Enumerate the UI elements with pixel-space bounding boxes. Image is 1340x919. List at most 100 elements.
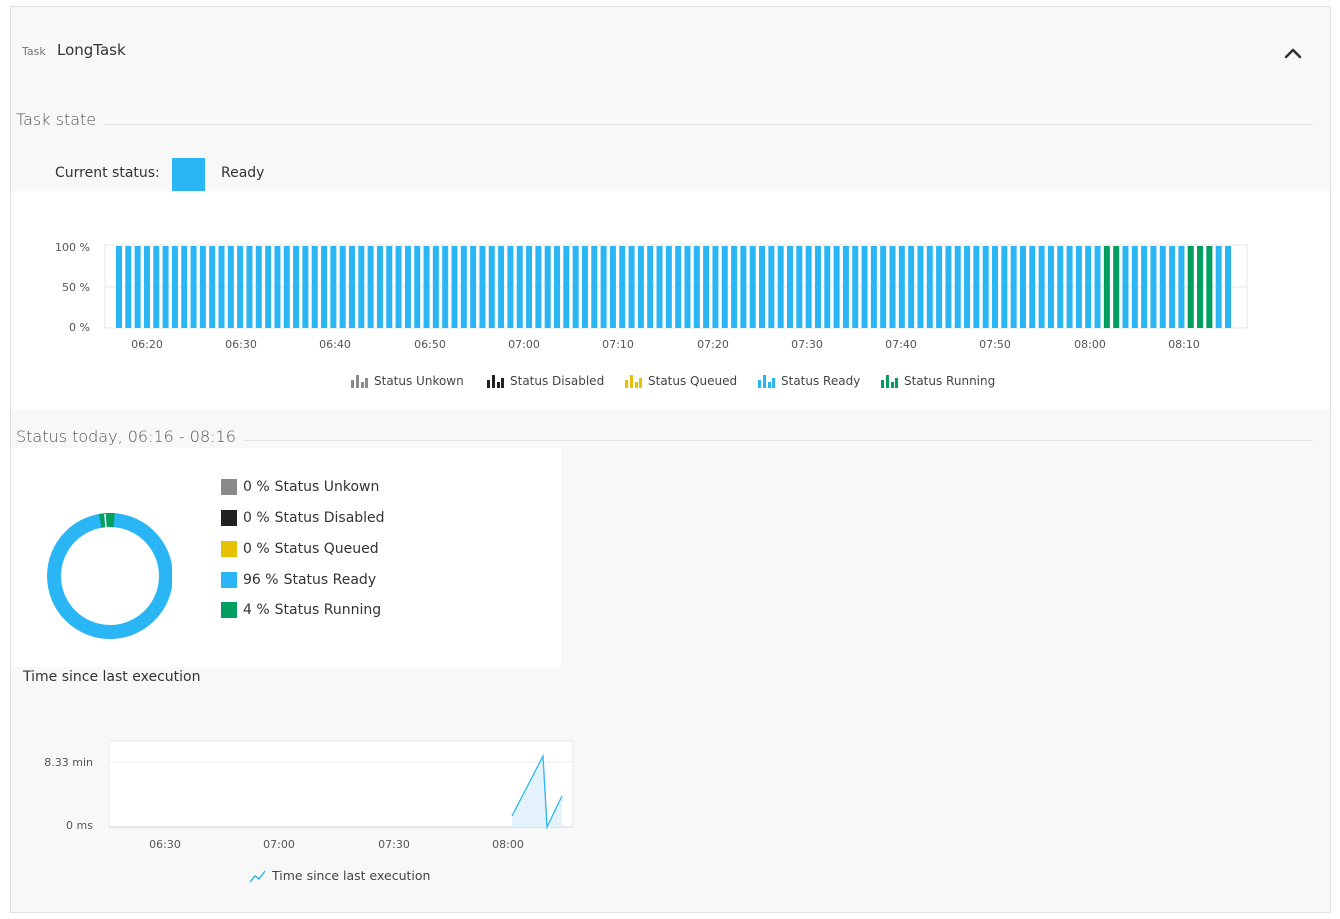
status-bar-ready <box>684 246 691 328</box>
section-title-status-today: Status today, 06:16 - 08:16 <box>16 427 244 446</box>
x-tick-label: 07:20 <box>697 338 729 351</box>
status-bar-ready <box>1215 246 1222 328</box>
status-bar-ready <box>563 246 570 328</box>
x-tick-label: 08:00 <box>492 838 524 851</box>
status-bar-ready <box>842 246 849 328</box>
status-bar-ready <box>1075 246 1082 328</box>
status-bar-ready <box>162 246 169 328</box>
current-status-swatch <box>172 158 205 191</box>
x-tick-label: 07:40 <box>885 338 917 351</box>
status-bar-ready <box>218 246 225 328</box>
status-bar-ready <box>1010 246 1017 328</box>
status-bar-ready <box>964 246 971 328</box>
status-bar-ready <box>982 246 989 328</box>
line-chart-icon <box>249 870 266 883</box>
status-bar-ready <box>581 246 588 328</box>
legend-status-running[interactable]: Status Running <box>880 374 995 388</box>
legend-label: Time since last execution <box>271 868 430 883</box>
legend-swatch <box>221 602 237 618</box>
status-bar-running <box>1113 246 1120 328</box>
status-bar-ready <box>1141 246 1148 328</box>
legend-swatch <box>221 510 237 526</box>
status-bar-ready <box>647 246 654 328</box>
status-bar-ready <box>1047 246 1054 328</box>
status-bar-ready <box>656 246 663 328</box>
status-bar-ready <box>889 246 896 328</box>
status-bar-ready <box>572 246 579 328</box>
legend-status-queued[interactable]: Status Queued <box>624 374 737 388</box>
status-bar-ready <box>1169 246 1176 328</box>
y-tick-label: 0 % <box>69 321 90 334</box>
time-since-area <box>512 756 547 827</box>
status-bar-ready <box>768 246 775 328</box>
status-bar-ready <box>488 246 495 328</box>
status-bar-ready <box>712 246 719 328</box>
status-bar-ready <box>870 246 877 328</box>
status-bar-ready <box>992 246 999 328</box>
legend-status-ready[interactable]: Status Ready <box>757 374 860 388</box>
donut-legend-disabled[interactable]: 0 % Status Disabled <box>221 510 385 526</box>
x-axis: 06:20 06:30 06:40 06:50 07:00 07:10 07:2… <box>131 338 1200 351</box>
status-bar-ready <box>936 246 943 328</box>
status-bar-ready <box>1019 246 1026 328</box>
status-bar-ready <box>507 246 514 328</box>
legend-percent: 0 % <box>243 541 270 557</box>
status-bar-ready <box>1159 246 1166 328</box>
legend-swatch <box>221 479 237 495</box>
status-bar-ready <box>479 246 486 328</box>
legend-label: Status Disabled <box>510 374 605 388</box>
x-tick-label: 06:50 <box>414 338 446 351</box>
status-chart-card: 100 % 50 % 0 % 06:20 06:30 06:40 06:50 0… <box>12 191 1330 410</box>
status-bar-ready <box>805 246 812 328</box>
bar-chart-icon <box>487 375 504 388</box>
collapse-button[interactable] <box>1281 41 1305 65</box>
legend-status-disabled[interactable]: Status Disabled <box>486 374 604 388</box>
status-bar-ready <box>116 246 122 328</box>
status-bar-ready <box>404 246 411 328</box>
bar-chart-icon <box>881 375 898 388</box>
time-since-title: Time since last execution <box>23 669 201 685</box>
status-chart: 100 % 50 % 0 % 06:20 06:30 06:40 06:50 0… <box>55 241 1248 351</box>
y-tick-label: 100 % <box>55 241 90 254</box>
legend-label: Status Running <box>904 374 996 388</box>
time-since-chart: 8.33 min 0 ms 06:30 07:00 07:30 08:00 Ti… <box>44 740 574 883</box>
status-bar-ready <box>786 246 793 328</box>
legend-label: Status Running <box>274 602 382 618</box>
status-bar-ready <box>591 246 598 328</box>
legend-label: Status Unkown <box>374 374 464 388</box>
legend-status-unknown[interactable]: Status Unkown <box>350 374 464 388</box>
status-bar-ready <box>721 246 728 328</box>
legend-label: Status Ready <box>283 572 377 588</box>
status-bar-ready <box>1066 246 1073 328</box>
status-bar-ready <box>386 246 393 328</box>
status-bar-ready <box>600 246 607 328</box>
status-bar-ready <box>908 246 915 328</box>
status-bar-ready <box>628 246 635 328</box>
status-bar-ready <box>293 246 300 328</box>
task-label: Task <box>22 45 46 58</box>
donut-running-slice <box>47 513 173 639</box>
status-bar-ready <box>376 246 383 328</box>
status-bar-ready <box>283 246 290 328</box>
status-bar-ready <box>796 246 803 328</box>
x-tick-label: 07:00 <box>263 838 295 851</box>
status-bar-ready <box>926 246 933 328</box>
legend-percent: 0 % <box>243 510 270 526</box>
status-bar-ready <box>460 246 467 328</box>
status-bar-ready <box>339 246 346 328</box>
status-bar-ready <box>134 246 141 328</box>
y-tick-label: 0 ms <box>66 819 93 832</box>
legend-swatch <box>221 572 237 588</box>
donut-legend-queued[interactable]: 0 % Status Queued <box>221 541 379 557</box>
x-tick-label: 08:10 <box>1168 338 1200 351</box>
donut-legend-unknown[interactable]: 0 % Status Unkown <box>221 479 379 495</box>
donut-legend-running[interactable]: 4 % Status Running <box>221 602 381 618</box>
status-bar-running <box>1103 246 1110 328</box>
status-bar-ready <box>637 246 644 328</box>
status-bar-ready <box>321 246 328 328</box>
status-bar-ready <box>348 246 355 328</box>
donut-legend-ready[interactable]: 96 % Status Ready <box>221 572 376 588</box>
x-tick-label: 07:00 <box>508 338 540 351</box>
bar-chart-icon <box>351 375 368 388</box>
time-since-legend[interactable]: Time since last execution <box>249 868 430 883</box>
